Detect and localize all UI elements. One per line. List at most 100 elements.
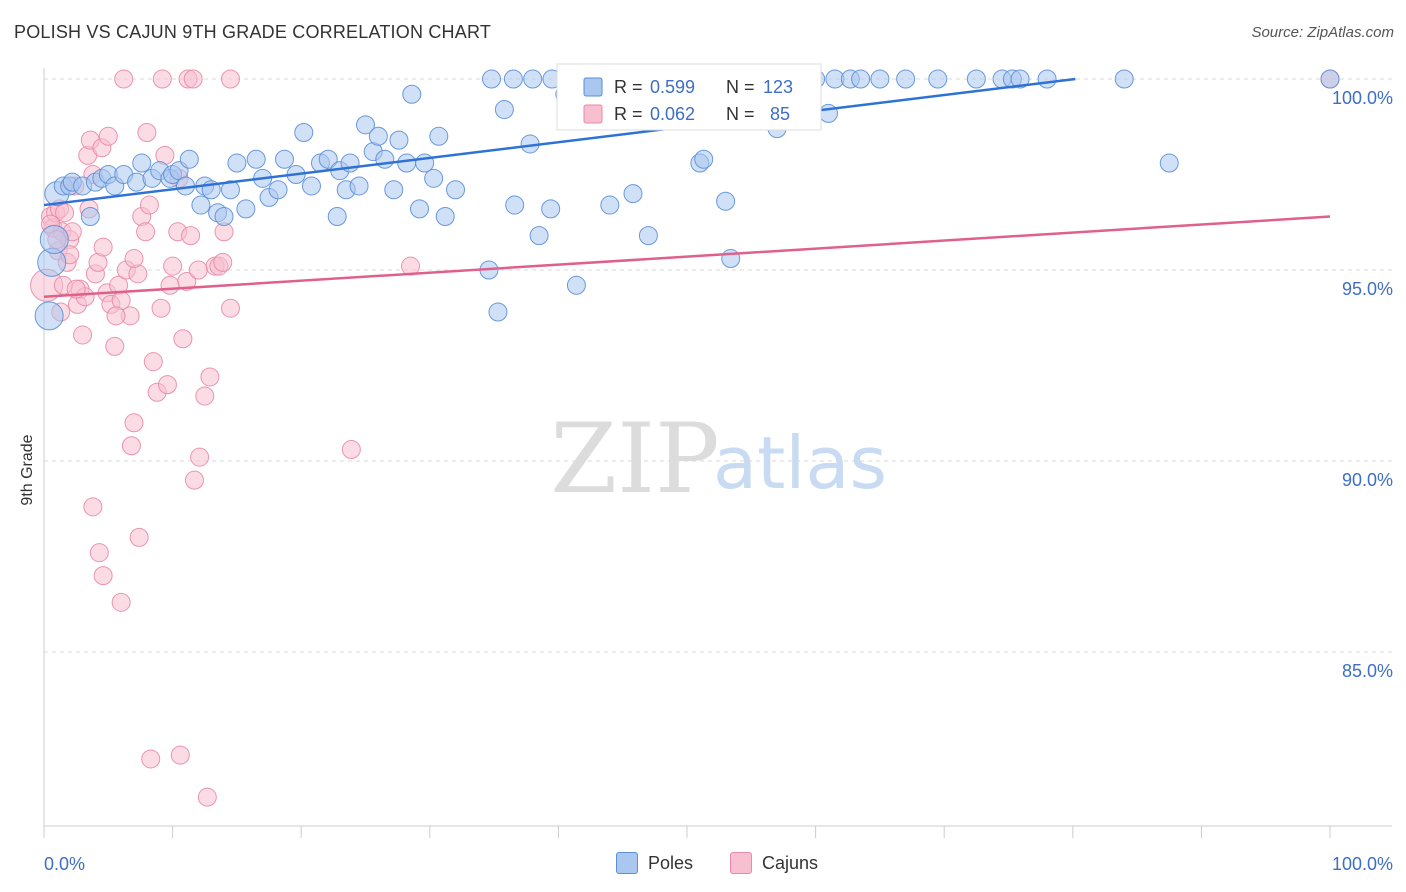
pole-point — [402, 84, 422, 104]
pole-point — [368, 126, 388, 146]
legend-n-value-cajuns: 85 — [770, 104, 790, 124]
pole-point — [488, 302, 508, 322]
pole-point — [870, 69, 890, 89]
pole-point — [389, 130, 409, 150]
legend-r-value-cajuns: 0.062 — [650, 104, 695, 124]
pole-point — [220, 180, 240, 200]
cajun-point — [105, 336, 125, 356]
cajun-point — [111, 592, 131, 612]
pole-point — [494, 100, 514, 120]
y-tick-label: 100.0% — [1332, 88, 1393, 108]
cajun-point — [73, 325, 93, 345]
pole-point — [482, 69, 502, 89]
pole-point — [80, 207, 100, 227]
cajun-point — [188, 260, 208, 280]
legend-swatch-cajuns — [583, 104, 603, 124]
cajun-point — [220, 69, 240, 89]
axes — [43, 68, 1392, 838]
legend-label-poles: Poles — [648, 852, 694, 873]
pole-point — [851, 69, 871, 89]
cajun-point — [136, 222, 156, 242]
cajun-point — [114, 69, 134, 89]
pole-point — [429, 126, 449, 146]
pole-point — [301, 176, 321, 196]
pole-point — [397, 153, 417, 173]
cajun-point — [121, 436, 141, 456]
cajuns-trend-line — [43, 215, 1331, 298]
pole-point — [227, 153, 247, 173]
chart-title: POLISH VS CAJUN 9TH GRADE CORRELATION CH… — [14, 22, 492, 42]
pole-point — [1114, 69, 1134, 89]
legend-r-label-poles: R = — [614, 77, 643, 97]
legend-n-label-poles: N = — [726, 77, 755, 97]
pole-point — [318, 149, 338, 169]
cajun-point — [160, 275, 180, 295]
pole-point — [39, 224, 69, 254]
y-tick-label: 90.0% — [1342, 470, 1393, 490]
pole-point — [356, 115, 375, 135]
cajun-point — [151, 298, 171, 318]
pole-point — [375, 149, 395, 169]
x-tick-label: 0.0% — [44, 854, 85, 874]
cajun-point — [181, 226, 201, 246]
y-tick-label: 95.0% — [1342, 279, 1393, 299]
cajun-point — [93, 566, 113, 586]
legend-swatch-poles — [616, 852, 638, 874]
pole-point — [435, 207, 455, 227]
pole-point — [896, 69, 916, 89]
pole-point — [529, 226, 549, 246]
y-tick-label: 85.0% — [1342, 661, 1393, 681]
pole-point — [327, 207, 347, 227]
pole-point — [1010, 69, 1030, 89]
pole-point — [384, 180, 404, 200]
pole-point — [349, 176, 369, 196]
legend-n-value-poles: 123 — [763, 77, 793, 97]
pole-point — [818, 103, 838, 123]
legend-n-label-cajuns: N = — [726, 104, 755, 124]
legend-item-cajuns: Cajuns — [730, 852, 818, 874]
trend-lines — [43, 77, 1331, 298]
watermark-atlas: atlas — [713, 421, 887, 505]
pole-point — [179, 149, 199, 169]
pole-point — [1320, 69, 1340, 89]
cajun-point — [401, 256, 421, 276]
cajun-point — [341, 440, 361, 460]
legend-label-cajuns: Cajuns — [762, 852, 819, 873]
cajun-point — [83, 497, 103, 517]
cajun-point — [98, 126, 118, 146]
pole-point — [505, 195, 525, 215]
cajun-point — [170, 745, 190, 765]
cajun-point — [143, 352, 163, 372]
x-tick-label: 100.0% — [1332, 854, 1393, 874]
pole-point — [410, 199, 430, 219]
legend-r-label-cajuns: R = — [614, 104, 643, 124]
pole-point — [1037, 69, 1057, 89]
pole-point — [928, 69, 948, 89]
legend-bottom: Poles Cajuns — [0, 850, 1406, 878]
legend-swatch-cajuns — [730, 852, 752, 874]
pole-point — [132, 153, 152, 173]
watermark-zip: ZIP — [550, 403, 719, 515]
pole-point — [523, 69, 543, 89]
pole-point — [274, 149, 294, 169]
cajun-point — [197, 787, 217, 807]
pole-point — [424, 168, 444, 188]
pole-point — [446, 180, 466, 200]
pole-point — [694, 149, 714, 169]
poles-trend-line — [43, 77, 1076, 207]
cajun-point — [195, 386, 215, 406]
cajun-point — [220, 298, 240, 318]
pole-point — [294, 122, 314, 142]
cajun-point — [93, 237, 113, 257]
pole-point — [1159, 153, 1179, 173]
cajun-point — [163, 256, 183, 276]
legend-top: R = 0.599 N = 123 R = 0.062 N = 85 — [556, 63, 822, 131]
pole-point — [721, 249, 741, 269]
source-label: Source: ZipAtlas.com — [1251, 24, 1394, 41]
pole-point — [566, 275, 586, 295]
pole-point — [236, 199, 256, 219]
cajun-point — [183, 69, 203, 89]
pole-point — [600, 195, 620, 215]
cajun-point — [106, 306, 126, 326]
